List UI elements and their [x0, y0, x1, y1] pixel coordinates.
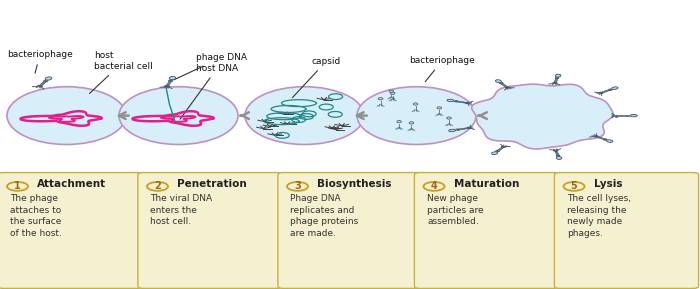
- Ellipse shape: [7, 87, 126, 144]
- FancyBboxPatch shape: [414, 173, 559, 288]
- Bar: [458, 128, 469, 130]
- Bar: [39, 81, 47, 86]
- Bar: [169, 80, 173, 81]
- Bar: [497, 147, 504, 151]
- Ellipse shape: [147, 182, 168, 191]
- Ellipse shape: [612, 87, 618, 89]
- Text: The viral DNA
enters the
host cell.: The viral DNA enters the host cell.: [150, 194, 213, 226]
- Bar: [596, 136, 605, 140]
- Text: phage DNA: phage DNA: [174, 53, 247, 80]
- Bar: [556, 155, 560, 156]
- Bar: [456, 101, 467, 103]
- Polygon shape: [472, 84, 613, 149]
- Bar: [43, 80, 48, 82]
- Ellipse shape: [564, 182, 584, 191]
- Text: bacteriophage: bacteriophage: [410, 56, 475, 82]
- Bar: [454, 100, 458, 102]
- Ellipse shape: [630, 114, 637, 117]
- Ellipse shape: [449, 129, 456, 132]
- Ellipse shape: [491, 152, 498, 155]
- Ellipse shape: [556, 157, 562, 160]
- Bar: [505, 87, 510, 88]
- FancyBboxPatch shape: [138, 173, 282, 288]
- Bar: [617, 115, 627, 116]
- Ellipse shape: [496, 80, 501, 83]
- Ellipse shape: [437, 107, 442, 109]
- Text: 5: 5: [570, 181, 578, 191]
- Bar: [499, 82, 503, 84]
- Bar: [555, 151, 559, 155]
- Bar: [37, 85, 43, 87]
- Bar: [603, 139, 608, 140]
- Bar: [555, 77, 559, 79]
- FancyBboxPatch shape: [278, 173, 422, 288]
- Ellipse shape: [410, 122, 414, 124]
- Ellipse shape: [287, 182, 308, 191]
- Ellipse shape: [447, 117, 452, 119]
- Text: capsid: capsid: [293, 57, 341, 98]
- Text: Phage DNA
replicates and
phage proteins
are made.: Phage DNA replicates and phage proteins …: [290, 194, 358, 238]
- Bar: [601, 90, 610, 93]
- Text: host DNA: host DNA: [180, 64, 238, 119]
- Text: 2: 2: [154, 181, 161, 191]
- Text: Biosynthesis: Biosynthesis: [317, 179, 391, 189]
- Ellipse shape: [389, 90, 393, 92]
- FancyBboxPatch shape: [554, 173, 699, 288]
- Text: Maturation: Maturation: [454, 179, 519, 189]
- Text: The phage
attaches to
the surface
of the host.: The phage attaches to the surface of the…: [10, 194, 62, 238]
- Ellipse shape: [169, 76, 176, 80]
- Text: 4: 4: [430, 181, 438, 191]
- Ellipse shape: [7, 182, 28, 191]
- Bar: [608, 89, 612, 90]
- Text: The cell lyses,
releasing the
newly made
phages.: The cell lyses, releasing the newly made…: [567, 194, 631, 238]
- Bar: [166, 81, 172, 86]
- Bar: [615, 115, 617, 116]
- Text: 1: 1: [14, 181, 21, 191]
- Ellipse shape: [245, 87, 364, 144]
- Ellipse shape: [555, 74, 561, 77]
- Ellipse shape: [397, 121, 401, 123]
- Bar: [552, 82, 557, 84]
- FancyBboxPatch shape: [0, 173, 142, 288]
- Bar: [466, 102, 469, 104]
- Bar: [501, 146, 506, 148]
- Bar: [554, 150, 558, 151]
- Text: 3: 3: [294, 181, 301, 191]
- Ellipse shape: [391, 92, 395, 95]
- Bar: [468, 127, 471, 129]
- Bar: [594, 135, 598, 137]
- Text: New phage
particles are
assembled.: New phage particles are assembled.: [427, 194, 484, 226]
- Ellipse shape: [447, 99, 454, 102]
- Text: Attachment: Attachment: [37, 179, 106, 189]
- Bar: [495, 150, 500, 152]
- Bar: [500, 83, 508, 88]
- Ellipse shape: [413, 103, 418, 105]
- Bar: [598, 92, 603, 94]
- Ellipse shape: [424, 182, 444, 191]
- Bar: [456, 129, 459, 131]
- Ellipse shape: [606, 140, 613, 142]
- Bar: [554, 78, 558, 83]
- Text: host
bacterial cell: host bacterial cell: [90, 51, 153, 93]
- Ellipse shape: [46, 77, 52, 80]
- Ellipse shape: [119, 87, 238, 144]
- Bar: [626, 115, 629, 116]
- Text: Lysis: Lysis: [594, 179, 622, 189]
- Text: bacteriophage: bacteriophage: [7, 50, 73, 73]
- Ellipse shape: [357, 87, 476, 144]
- Text: Penetration: Penetration: [177, 179, 247, 189]
- Bar: [164, 86, 170, 87]
- Ellipse shape: [378, 98, 383, 100]
